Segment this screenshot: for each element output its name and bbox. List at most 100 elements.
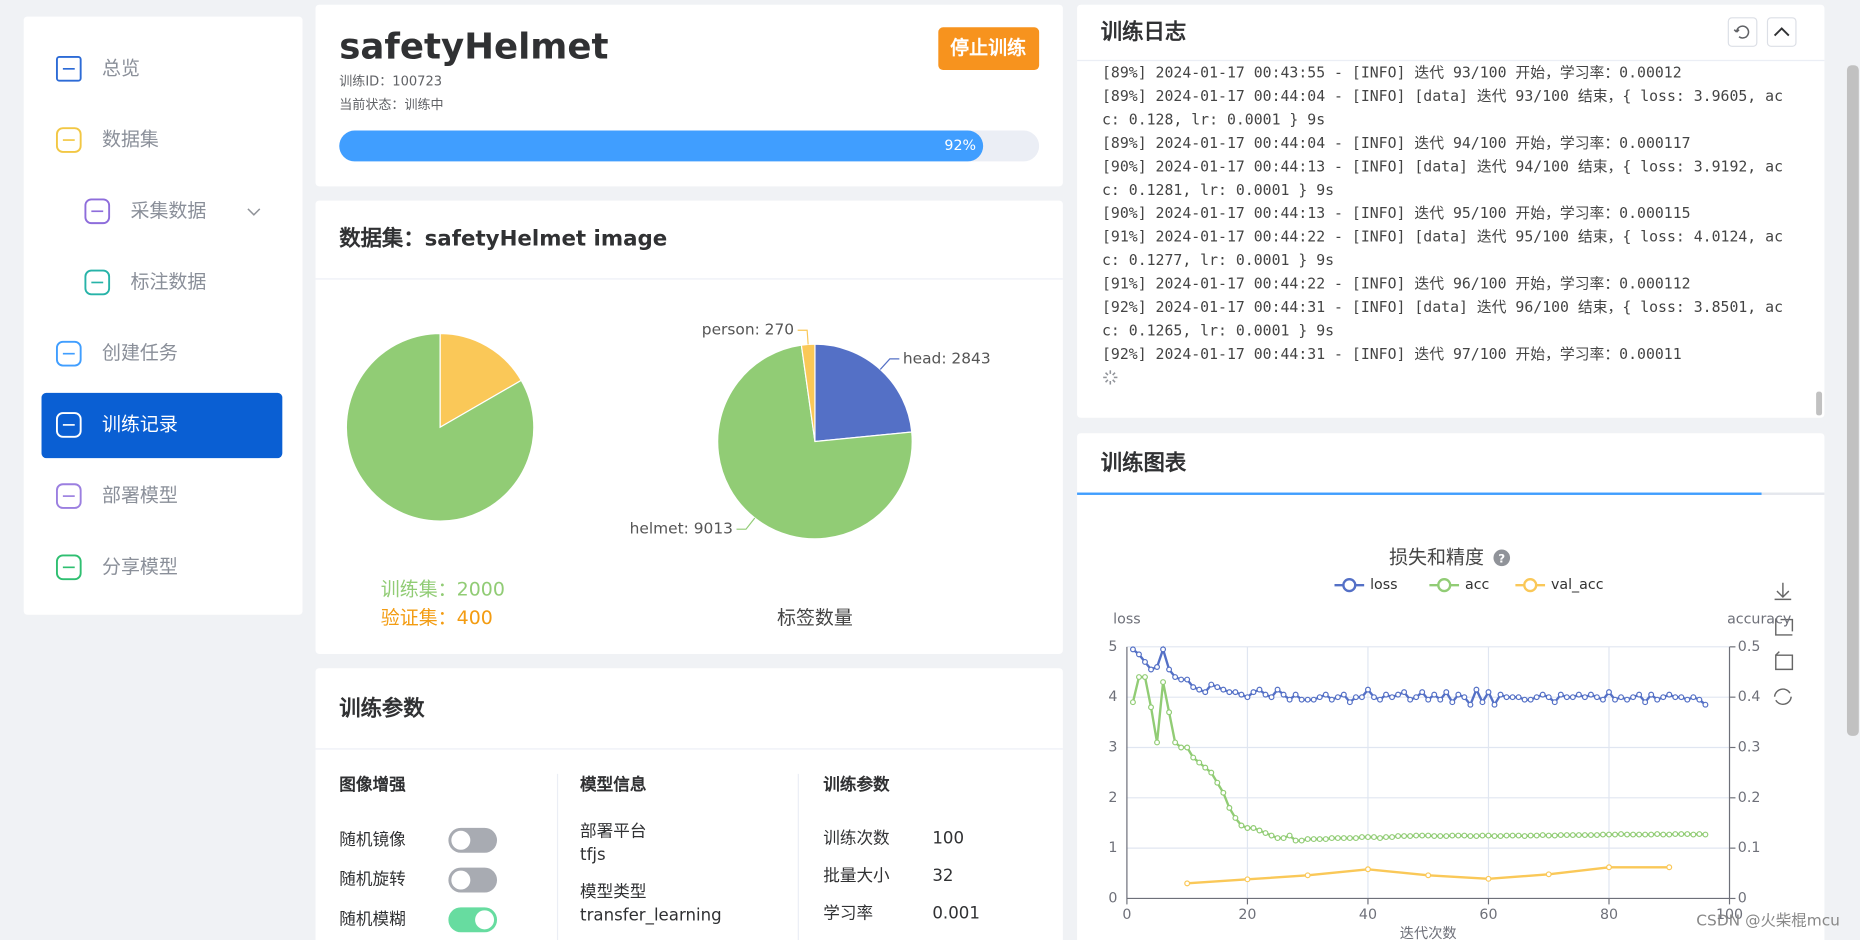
data-point [1569,832,1576,839]
data-point [1581,694,1588,701]
collapse-button[interactable] [1766,17,1797,47]
chart-toolbox[interactable] [1773,582,1794,706]
data-point [1340,835,1347,842]
log-line: [89%] 2024-01-17 00:44:04 - [INFO] 迭代 94… [1102,135,1691,152]
menu-item[interactable]: 部署模型 [102,485,178,507]
restore-icon[interactable] [1775,651,1794,671]
data-point [1232,689,1239,696]
log-scrollbar[interactable] [1816,391,1823,416]
help-icon[interactable] [1493,549,1511,567]
menu-item[interactable]: 采集数据 [130,200,206,222]
task-status: 当前状态：训练中 [339,97,443,113]
data-point [1274,686,1281,693]
log-line: [91%] 2024-01-17 00:44:22 - [INFO] 迭代 96… [1102,276,1691,293]
leader-line [879,358,900,370]
log-line: [92%] 2024-01-17 00:44:31 - [INFO] [data… [1102,299,1783,316]
page-scrollbar[interactable] [1846,65,1859,736]
data-point [1377,696,1383,703]
data-point [1286,832,1293,839]
data-point [1551,832,1558,839]
log-line: [91%] 2024-01-17 00:44:22 - [INFO] [data… [1102,229,1783,246]
menu-item[interactable]: 总览 [102,57,140,79]
field-label: 训练次数 [823,829,890,848]
menu-item[interactable]: 数据集 [102,129,159,151]
data-point [1129,699,1136,706]
data-point [1642,699,1649,706]
switch-label: 随机模糊 [339,909,405,928]
data-point [1449,832,1456,839]
data-point [1340,691,1347,698]
data-point [1364,866,1371,873]
data-point [1298,837,1305,844]
menu-item[interactable]: 创建任务 [102,342,178,364]
active-menu-bg[interactable] [41,392,283,459]
field-value: 0.001 [932,903,980,922]
data-point [1503,832,1510,839]
progress-fill [339,130,984,162]
data-point [1630,694,1637,701]
data-point [1328,835,1335,842]
chevron [247,208,261,216]
switch-label: 随机镜像 [339,830,406,849]
data-point [1154,664,1161,670]
refresh-button[interactable] [1727,17,1758,47]
menu-icon [84,198,111,225]
data-point [1244,694,1251,701]
help-icon-label: ? [1498,552,1505,566]
data-point [1696,831,1703,838]
data-point [1606,831,1612,838]
switch-label: 随机旋转 [339,870,405,889]
data-point [1395,691,1402,698]
menu-item[interactable]: 训练记录 [102,413,178,435]
data-point [1690,694,1697,701]
y-tick-label: 5 [1108,639,1117,655]
data-point [1419,689,1426,696]
menu-icon [84,269,111,296]
menu-item[interactable]: 标注数据 [130,271,206,293]
data-point [1334,835,1341,842]
data-point [1612,696,1618,703]
legend-label[interactable]: val_acc [1551,577,1604,593]
data-point [1618,831,1625,838]
save-icon[interactable] [1774,582,1792,601]
data-point [1678,831,1685,838]
data-point [1497,833,1504,840]
data-point [1521,833,1528,840]
card-title: 训练参数 [339,696,425,722]
progress-label: 92% [944,138,976,154]
data-point [1606,689,1612,696]
legend-label[interactable]: loss [1370,577,1397,593]
y2-axis-label: accuracy [1727,612,1791,628]
data-point [1208,681,1215,688]
data-point [1666,864,1673,871]
refresh-chart-icon[interactable] [1773,688,1792,706]
data-point [1503,694,1510,701]
data-point [1660,831,1667,838]
data-point [1268,832,1275,839]
stop-button[interactable] [938,27,1040,71]
data-point [1310,836,1317,843]
data-point [1654,831,1661,838]
data-point [1545,694,1552,701]
data-point [1262,830,1269,837]
zoom-icon[interactable] [1775,618,1794,636]
pie-slice [345,332,535,522]
data-point [1135,674,1142,681]
data-point [1419,832,1426,839]
data-point [1226,804,1233,811]
data-point [1497,691,1504,698]
y2-tick-label: 0.2 [1738,790,1761,806]
data-point [1196,686,1203,693]
x-axis-label: 迭代次数 [1400,925,1457,940]
menu-item[interactable]: 分享模型 [102,556,178,578]
data-point [1358,834,1365,841]
log-line: c: 0.1281, lr: 0.0001 } 9s [1102,182,1334,199]
data-point [1166,666,1173,673]
data-point [1202,689,1209,696]
log-line: [90%] 2024-01-17 00:44:13 - [INFO] [data… [1102,158,1783,175]
data-point [1383,834,1389,841]
log-line: c: 0.1277, lr: 0.0001 } 9s [1102,252,1334,269]
data-point [1298,696,1305,703]
legend-label[interactable]: acc [1465,577,1489,593]
